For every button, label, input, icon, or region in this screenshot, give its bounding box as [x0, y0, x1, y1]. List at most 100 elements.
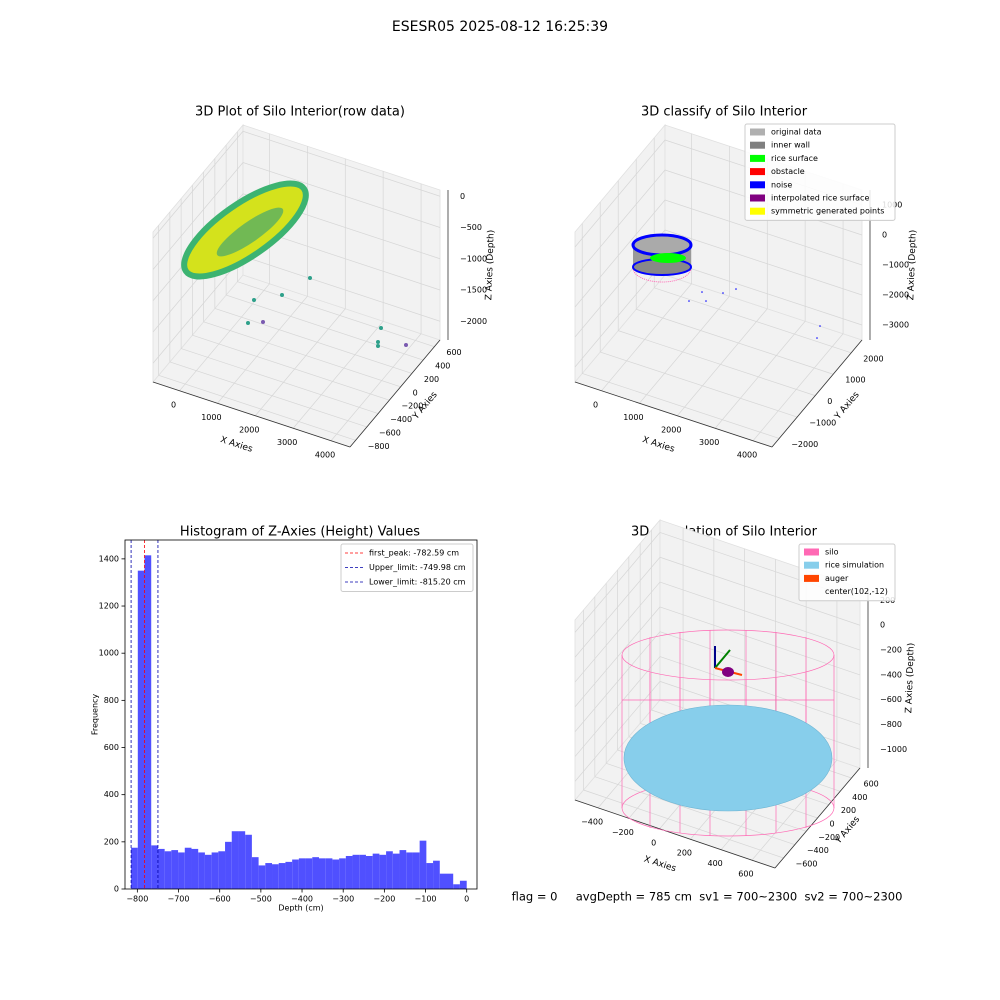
grid-line — [664, 229, 863, 296]
bar — [231, 831, 239, 889]
chart-title: 3D classify of Silo Interior — [641, 105, 808, 120]
grid-line — [639, 296, 730, 404]
grid-line — [659, 606, 861, 676]
x-tick-label: 400 — [708, 859, 723, 868]
bar — [325, 858, 333, 889]
x-tick-label: 3000 — [277, 438, 297, 447]
grid-line — [574, 259, 666, 368]
y-tick-label: 400 — [852, 793, 867, 802]
legend-swatch — [750, 207, 765, 215]
legend-label: first_peak: -782.59 cm — [369, 549, 459, 558]
bar — [392, 853, 400, 889]
y-tick-label: 1000 — [99, 649, 119, 658]
z-tick-label: −400 — [880, 670, 902, 679]
y-tick-label: 200 — [104, 837, 119, 846]
bar — [251, 857, 259, 889]
grid-line — [582, 373, 780, 439]
x-tick-label: 4000 — [315, 450, 335, 459]
grid-line — [574, 606, 661, 708]
legend-label: silo — [825, 548, 839, 557]
grid-line — [237, 281, 435, 348]
grid-line — [217, 296, 308, 404]
grid-line — [203, 321, 401, 388]
bar — [312, 857, 319, 889]
grid-line — [214, 308, 412, 374]
bar — [399, 850, 407, 889]
legend-label: noise — [771, 180, 792, 189]
grid-line — [618, 330, 816, 396]
legend-label: Upper_limit: -749.98 cm — [369, 563, 466, 572]
legend-label: inner wall — [771, 141, 810, 150]
legend — [798, 543, 896, 602]
legend-swatch — [804, 561, 819, 569]
legend — [744, 123, 896, 221]
y-axis — [774, 767, 861, 869]
grid-line — [574, 631, 661, 732]
y-tick-label: 1200 — [99, 602, 119, 611]
z-tick-label: −2000 — [882, 291, 909, 300]
bar — [258, 865, 266, 889]
z-tick-label: −200 — [880, 646, 902, 655]
legend-label: auger — [825, 574, 849, 583]
x-tick-label: 1000 — [623, 413, 643, 422]
bar — [225, 841, 232, 889]
bar — [359, 854, 366, 889]
grid-line — [292, 321, 384, 429]
legend-label: Lower_limit: -815.20 cm — [369, 578, 466, 587]
cloud — [216, 207, 284, 257]
grid-line — [158, 374, 356, 441]
plot-frame — [124, 539, 478, 890]
grid-line — [752, 333, 844, 441]
y-tick-label: 600 — [864, 780, 879, 789]
figure-title: ESESR05 2025-08-12 16:25:39 — [392, 19, 608, 35]
chart-title: Histogram of Z-Axies (Height) Values — [180, 525, 420, 540]
grid-line — [664, 199, 863, 266]
x-tick-label: −200 — [373, 895, 395, 904]
y-tick-label: 0 — [114, 885, 119, 894]
bar — [164, 851, 172, 889]
bar — [211, 852, 219, 889]
bar — [178, 852, 185, 889]
y-axis — [771, 339, 863, 448]
x-tick-label: −200 — [612, 828, 634, 837]
y-tick-label: 600 — [104, 743, 119, 752]
bar — [198, 852, 205, 889]
bar — [439, 873, 447, 889]
point-clouds — [181, 180, 835, 837]
y-tick-label: −600 — [796, 860, 818, 869]
legend-label: symmetric generated points — [771, 207, 884, 216]
legend-swatch — [750, 154, 765, 162]
x-tick-label: −500 — [250, 895, 272, 904]
grid-line — [574, 199, 666, 308]
bar — [453, 884, 460, 889]
bar — [204, 854, 212, 889]
z-axis-label: Z Axies (Depth) — [904, 643, 916, 714]
bar — [151, 845, 158, 889]
y-tick-label: −2000 — [791, 440, 818, 449]
y-axis-label: Frequency — [91, 694, 100, 736]
bar — [459, 880, 467, 889]
grid-line — [152, 162, 244, 270]
x-axis — [574, 799, 776, 869]
bar — [245, 834, 252, 889]
grid-line — [677, 308, 768, 416]
grid-line — [594, 776, 795, 845]
legend-swatch — [750, 181, 765, 189]
grid-line — [600, 351, 798, 418]
y-tick-label: −400 — [807, 846, 829, 855]
y-tick-label: 200 — [424, 375, 439, 384]
bar — [412, 852, 420, 889]
bar — [137, 570, 145, 889]
bar — [278, 863, 286, 889]
grid-line — [181, 348, 379, 414]
legend-swatch — [804, 548, 819, 556]
bar — [419, 840, 427, 889]
grid-line — [574, 581, 661, 683]
z-axis-label: Z Axies (Depth) — [906, 230, 918, 301]
plots: 3D Plot of Silo Interior(row data) 0 1000 2… — [91, 105, 919, 913]
z-tick-label: −1000 — [460, 254, 487, 263]
legend-swatch — [750, 141, 765, 149]
bar — [157, 848, 165, 889]
y-tick-label: −200 — [401, 402, 423, 411]
grid-line — [574, 532, 661, 633]
